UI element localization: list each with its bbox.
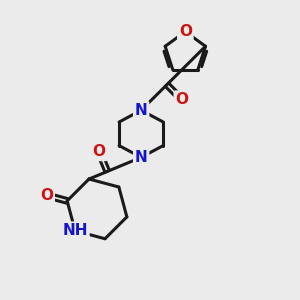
Text: NH: NH — [62, 223, 88, 238]
Text: O: O — [40, 188, 53, 203]
Text: O: O — [93, 144, 106, 159]
Text: O: O — [175, 92, 188, 107]
Text: O: O — [179, 24, 192, 39]
Text: N: N — [135, 103, 148, 118]
Text: N: N — [135, 150, 148, 165]
